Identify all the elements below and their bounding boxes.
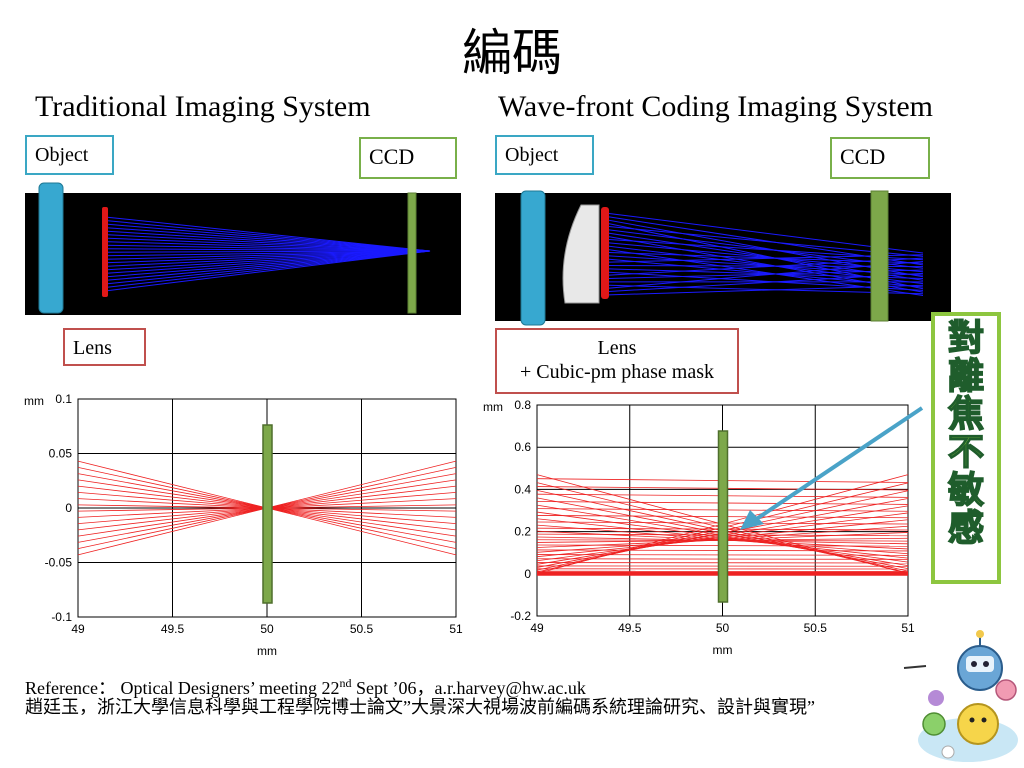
x-tick-label: 50 — [260, 622, 274, 636]
reference-line-2: 趙廷玉，浙江大學信息科學與工程學院博士論文”大景深大視場波前編碼系統理論研究、設… — [25, 697, 815, 717]
blue-ray — [104, 250, 431, 260]
blue-ray — [104, 250, 431, 278]
blue-ray — [104, 250, 431, 267]
blue-ray — [604, 284, 924, 295]
side-note-box: 對離焦不敏感 — [931, 312, 1001, 584]
ccd-marker — [717, 430, 729, 603]
left-object-element — [38, 182, 64, 314]
x-tick-label: 50.5 — [804, 621, 828, 635]
blue-ray — [104, 250, 431, 257]
reference-prefix: Reference： Optical Designers’ meeting 22 — [25, 678, 340, 698]
blue-ray — [604, 212, 924, 254]
right-lens-element — [601, 207, 609, 299]
left-object-label: Object — [25, 135, 114, 175]
right-ccd-element — [870, 190, 889, 322]
blue-ray — [604, 269, 924, 280]
left-lens-label-text: Lens — [73, 337, 112, 359]
right-lens-label-line2: + Cubic-pm phase mask — [519, 361, 715, 383]
blue-ray — [104, 250, 431, 285]
blue-ray — [604, 257, 924, 276]
y-axis-label: mm — [24, 394, 44, 408]
y-tick-label: -0.1 — [51, 610, 72, 624]
left-lens-element — [102, 207, 108, 297]
blue-ray — [104, 250, 431, 253]
blue-ray — [104, 250, 431, 288]
y-axis-label: mm — [483, 400, 503, 414]
side-note-text: 對離焦不敏感 — [947, 318, 985, 549]
blue-ray — [104, 241, 431, 252]
blue-ray — [604, 284, 924, 296]
y-tick-label: 0.2 — [514, 525, 531, 539]
right-object-element — [520, 190, 546, 326]
right-lens-label: Lens + Cubic-pm phase mask — [495, 328, 739, 394]
blue-ray — [104, 234, 431, 252]
right-optical-diagram — [495, 190, 951, 326]
x-tick-label: 49 — [71, 622, 85, 636]
phase-mask-element — [562, 204, 600, 304]
x-tick-label: 49.5 — [161, 622, 185, 636]
blue-ray — [104, 250, 431, 292]
x-tick-label: 50.5 — [350, 622, 374, 636]
traditional-heading: Traditional Imaging System — [35, 90, 371, 123]
left-optical-diagram — [25, 182, 461, 315]
y-tick-label: 0.05 — [49, 447, 73, 461]
blue-ray — [604, 254, 924, 263]
y-tick-label: 0 — [65, 501, 72, 515]
y-tick-label: 0 — [524, 567, 531, 581]
ccd-marker — [262, 424, 273, 604]
blue-ray-bundle — [604, 212, 924, 296]
y-tick-label: -0.2 — [510, 609, 531, 623]
reference-sup: nd — [339, 676, 352, 690]
x-axis-label: mm — [713, 643, 733, 657]
x-tick-label: 51 — [901, 621, 915, 635]
arrowhead — [740, 510, 764, 530]
blue-ray — [604, 261, 924, 289]
y-tick-label: 0.6 — [514, 440, 531, 454]
blue-ray — [104, 237, 431, 252]
arrow-shaft — [750, 406, 924, 524]
blue-ray-bundle — [104, 216, 431, 292]
y-tick-label: -0.05 — [45, 556, 73, 570]
blue-ray — [104, 223, 431, 252]
blue-ray — [104, 220, 431, 252]
blue-ray — [604, 272, 924, 293]
y-tick-label: 0.1 — [55, 392, 72, 406]
blue-ray — [104, 230, 431, 252]
pointer-arrow — [740, 406, 924, 530]
blue-ray — [104, 227, 431, 252]
x-axis-label: mm — [257, 644, 277, 658]
mascot-illustration — [903, 630, 1018, 762]
left-lens-label: Lens — [63, 328, 146, 366]
blue-ray — [104, 244, 431, 252]
left-object-label-text: Object — [35, 144, 89, 166]
right-ccd-label: CCD — [830, 137, 930, 179]
right-object-label-text: Object — [505, 144, 559, 166]
x-tick-label: 50 — [716, 621, 730, 635]
left-ccd-label: CCD — [359, 137, 457, 179]
x-tick-label: 51 — [449, 622, 463, 636]
blue-ray — [104, 250, 431, 264]
slide-title: 編碼 — [462, 24, 562, 82]
reference-suffix: Sept ’06，a.r.harvey@hw.ac.uk — [351, 678, 586, 698]
left-ccd-element — [407, 192, 417, 314]
y-tick-label: 0.4 — [514, 482, 531, 496]
blue-ray — [104, 248, 431, 252]
left-ray-chart: 49 49.5 50 50.5 51 0.1 0.05 0 -0.05 -0.1 mm mm — [24, 392, 463, 658]
blue-ray — [104, 250, 431, 274]
wavefront-heading: Wave-front Coding Imaging System — [498, 90, 934, 123]
x-tick-label: 49 — [530, 621, 544, 635]
blue-ray — [104, 250, 431, 281]
blue-ray — [104, 250, 431, 271]
y-tick-label: 0.8 — [514, 398, 531, 412]
right-ray-chart: 49 49.5 50 50.5 51 0.8 0.6 0.4 0.2 0 -0.2 mm mm — [483, 398, 915, 657]
x-tick-label: 49.5 — [618, 621, 642, 635]
right-ccd-label-text: CCD — [840, 144, 886, 169]
blue-ray — [604, 225, 924, 257]
left-ccd-label-text: CCD — [369, 144, 415, 169]
right-object-label: Object — [495, 135, 594, 175]
right-lens-label-line1: Lens — [597, 337, 637, 359]
reference-line-1: Reference： Optical Designers’ meeting 22… — [25, 672, 586, 699]
blue-ray — [104, 216, 431, 252]
